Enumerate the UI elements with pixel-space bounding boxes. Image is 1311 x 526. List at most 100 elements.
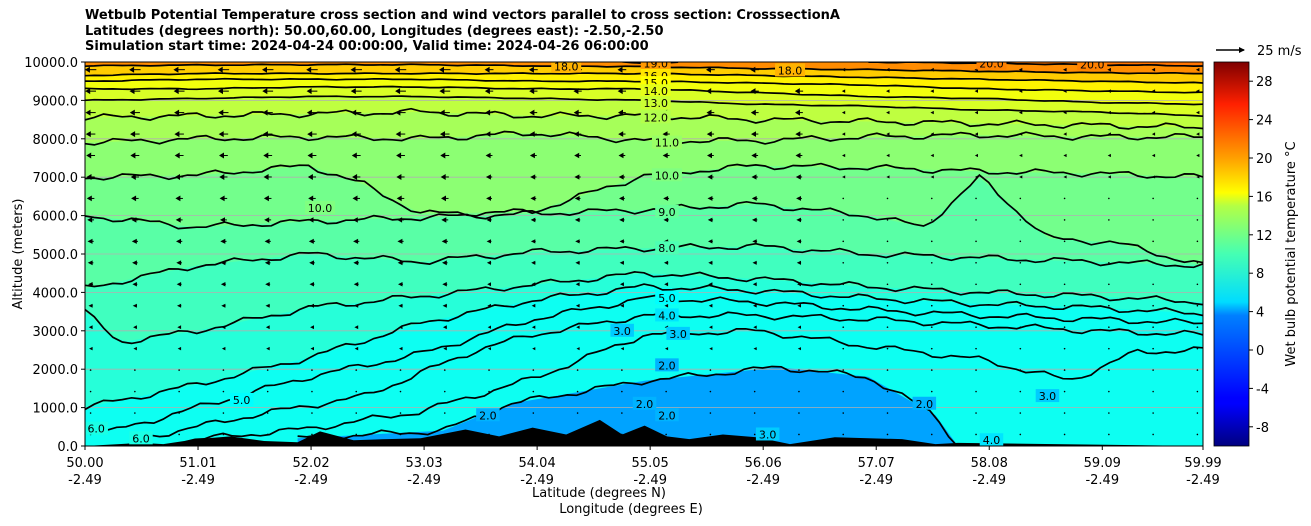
wind-vector: [576, 347, 580, 351]
wind-vector: [308, 195, 316, 202]
wind-vector: [1107, 153, 1111, 158]
contour-label-bg: [655, 408, 679, 422]
wind-vector: [178, 433, 180, 436]
wind-vector: [1019, 153, 1023, 158]
contour-label: 14.0: [644, 85, 669, 98]
wind-vector: [975, 304, 977, 307]
contour-label: 10.0: [655, 169, 680, 182]
wind-vector: [85, 131, 96, 138]
contour-label-bg: [1035, 389, 1060, 403]
wind-vector: [1151, 132, 1156, 136]
wind-vector: [486, 217, 492, 223]
wind-vector: [219, 195, 228, 202]
x-axis: 50.00 -2.49 51.01 -2.49 52.02 -2.49 53.03 -2.49…: [66, 446, 1222, 488]
wind-vector: [751, 152, 759, 159]
wind-vector: [1108, 412, 1110, 414]
wind-vector: [974, 175, 978, 179]
wind-vector: [574, 152, 581, 159]
contour-label-bg: [551, 62, 582, 73]
wind-vector: [486, 239, 492, 244]
contour-label-bg: [666, 326, 690, 340]
wind-vector: [220, 260, 227, 266]
wind-vector: [930, 304, 933, 307]
contour-labels: 18.019.016.015.014.013.012.018.020.020.0…: [85, 58, 1108, 446]
contour-label: 6.0: [87, 423, 105, 436]
wind-vector: [306, 88, 318, 95]
wind-vector: [1152, 240, 1154, 243]
contour-label: 19.0: [644, 58, 669, 71]
wind-vector: [620, 347, 624, 351]
contour-label-bg: [610, 323, 634, 337]
wind-vector: [89, 369, 92, 371]
wind-vector: [220, 238, 227, 244]
wind-vector: [87, 238, 94, 244]
contour-label: 9.0: [658, 206, 676, 219]
wind-vector: [1019, 283, 1022, 286]
wind-vector: [1195, 67, 1200, 72]
wind-vector: [174, 152, 184, 159]
wind-vector: [1063, 283, 1066, 286]
wind-vector: [798, 369, 800, 371]
contour-8.0: [85, 242, 1203, 288]
wind-vector: [131, 195, 139, 202]
wind-vector: [131, 238, 138, 244]
wind-vector: [1151, 67, 1156, 72]
wind-vector: [842, 433, 845, 436]
wind-vector: [221, 346, 226, 351]
wind-vector: [309, 303, 315, 308]
wind-vector: [753, 369, 756, 371]
wind-vector: [350, 88, 362, 95]
wind-vector: [485, 131, 493, 137]
wind-vector: [132, 282, 138, 287]
wind-vector: [665, 390, 667, 393]
wind-vector: [1196, 262, 1199, 264]
wind-vector: [576, 325, 580, 329]
y-axis: 0.0 1000.0 2000.0 3000.0 4000.0 5000.0 6000.0 7…: [24, 56, 85, 455]
wind-vector: [399, 390, 402, 393]
wind-vector: [709, 369, 712, 371]
x-tick-label-lat: 52.02: [292, 456, 329, 471]
wind-vector: [530, 217, 536, 223]
wind-vector: [531, 260, 536, 265]
wind-vector: [1019, 175, 1023, 179]
wind-vector: [397, 260, 404, 266]
contour-label: 2.0: [636, 398, 654, 411]
wind-vector: [355, 412, 358, 414]
wind-vector: [1152, 390, 1154, 393]
wind-vector: [842, 347, 845, 350]
wind-vector: [487, 282, 491, 287]
wind-vector: [309, 260, 315, 266]
wind-vector: [394, 66, 407, 73]
wind-vector: [707, 217, 714, 223]
wind-vector: [399, 346, 403, 351]
contour-label: 18.0: [778, 64, 803, 77]
wind-vector: [176, 238, 183, 244]
colorbar-tick-label: 0: [1256, 344, 1264, 359]
wind-vector: [307, 174, 317, 180]
wind-vector: [796, 217, 802, 223]
wind-vector: [975, 197, 977, 200]
wind-vector: [351, 131, 361, 138]
wind-vector: [1063, 153, 1067, 158]
wind-vector: [218, 88, 229, 95]
contour-label-bg: [755, 427, 780, 441]
wind-vector: [1063, 175, 1067, 179]
wind-vector: [842, 240, 845, 243]
wind-vector: [307, 131, 317, 138]
contour-label: 8.0: [658, 242, 676, 255]
wind-vector: [621, 369, 623, 371]
chart-title-line3: Simulation start time: 2024-04-24 00:00:…: [85, 39, 649, 54]
wind-vector: [930, 240, 933, 243]
contour-label-bg: [640, 96, 671, 110]
wind-vector: [974, 89, 978, 93]
wind-vector: [797, 282, 801, 287]
wind-vector: [707, 196, 714, 201]
x-tick-label-lat: 50.00: [66, 456, 103, 471]
wind-key-label: 25 m/s: [1257, 44, 1302, 59]
contour-7.0: [85, 271, 1203, 345]
wind-vector: [930, 175, 934, 179]
wind-vector: [531, 282, 536, 287]
wind-vector: [795, 152, 803, 159]
contour-label-bg: [229, 392, 254, 406]
contour-label: 3.0: [1039, 390, 1057, 403]
